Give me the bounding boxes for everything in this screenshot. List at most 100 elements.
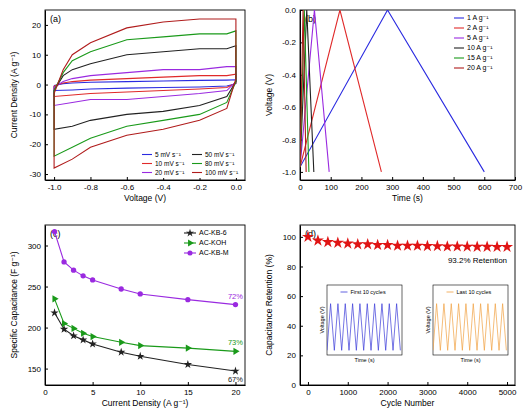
data-point (186, 345, 192, 352)
data-point (332, 236, 344, 247)
data-point (342, 237, 354, 248)
x-tick-label: 400 (417, 183, 431, 192)
x-tick-label: 0 (43, 388, 48, 397)
x-tick: 400 (417, 177, 431, 192)
legend: Last 10 cycles (447, 289, 492, 295)
y-tick: 20 (32, 21, 48, 30)
y-tick-mark (300, 326, 303, 327)
panel: -1.0-0.8-0.6-0.4-0.20.0-30-20-1001020Vol… (9, 10, 246, 203)
legend-label: 10 A g⁻¹ (467, 44, 493, 52)
data-point (52, 295, 58, 302)
x-tick: 1000 (339, 382, 357, 397)
data-point (372, 239, 384, 250)
plot-frame (300, 225, 515, 385)
y-tick: -0.8 (282, 136, 303, 145)
x-tick: 300 (386, 177, 400, 192)
series-line (54, 19, 236, 168)
x-tick-label: 700 (509, 183, 523, 192)
data-point (80, 273, 85, 278)
x-tick-label: -0.4 (157, 183, 171, 192)
legend-label: 1 A g⁻¹ (467, 14, 489, 22)
x-tick: 20 (232, 382, 241, 397)
legend-label: 20 mV s⁻¹ (155, 169, 185, 176)
x-tick-mark (54, 177, 55, 180)
plot-frame (45, 225, 245, 385)
y-tick-mark (45, 85, 48, 86)
x-tick: -1.0 (48, 177, 62, 192)
y-axis-title: Current Density (A g⁻¹) (9, 51, 19, 138)
x-tick-mark (331, 177, 332, 180)
data-point (71, 267, 76, 272)
data-point (431, 240, 443, 251)
x-tick: 500 (447, 177, 461, 192)
data-point (117, 348, 125, 356)
x-axis-line (46, 180, 246, 181)
data-point (352, 238, 364, 249)
x-tick-mark (467, 382, 468, 385)
data-point (138, 291, 143, 296)
x-tick-label: 100 (325, 183, 339, 192)
y-tick-label: 300 (28, 242, 42, 251)
x-tick-label: 5000 (499, 388, 517, 397)
legend-marker (186, 229, 194, 237)
y-tick-label: 200 (28, 324, 42, 333)
series-line (300, 10, 306, 172)
x-tick-mark (348, 382, 349, 385)
data-point (90, 277, 95, 282)
y-tick: 0 (292, 381, 303, 390)
x-tick-label: 600 (478, 183, 492, 192)
legend-swatch (341, 292, 348, 293)
x-tick: 600 (478, 177, 492, 192)
legend-swatch (192, 163, 202, 164)
x-tick-label: 300 (386, 183, 400, 192)
data-point (119, 286, 124, 291)
panel-label: (a) (50, 14, 61, 24)
y-tick-label: -10 (29, 110, 41, 119)
data-point (421, 240, 433, 251)
y-tick-mark (300, 296, 303, 297)
retention-label: 67% (228, 375, 243, 384)
legend-swatch (142, 154, 152, 155)
legend: AC-KB-6AC-KOHAC-KB-M (183, 227, 242, 259)
x-tick: 15 (184, 382, 193, 397)
data-point (233, 302, 238, 307)
y-tick-label: -1.0 (282, 168, 296, 177)
data-point (411, 239, 423, 250)
x-tick-mark (423, 177, 424, 180)
legend-label: Last 10 cycles (457, 289, 492, 295)
panel: 05101520150200250300Current Density (A g… (9, 225, 246, 408)
y-tick-mark (45, 328, 48, 329)
legend-label: 80 mV s⁻¹ (205, 160, 235, 167)
data-point (441, 240, 453, 251)
x-tick-mark (361, 177, 362, 180)
x-tick-label: 4000 (459, 388, 477, 397)
legend: 1 A g⁻¹2 A g⁻¹5 A g⁻¹10 A g⁻¹15 A g⁻¹20 … (453, 12, 512, 74)
y-tick: 150 (28, 365, 48, 374)
y-tick: 100 (283, 233, 303, 242)
legend-swatch (192, 154, 202, 155)
series-line (55, 232, 236, 305)
y-axis: -30-20-1001020 (29, 11, 48, 181)
y-tick: 20 (287, 351, 303, 360)
x-tick: 0.0 (231, 177, 243, 192)
legend-background (183, 227, 242, 259)
legend-marker (188, 240, 194, 247)
legend-background (141, 149, 242, 178)
x-tick: -0.6 (120, 177, 134, 192)
y-tick-label: -0.2 (282, 38, 296, 47)
panel-label: (c) (50, 229, 61, 239)
y-tick: 0 (37, 81, 48, 90)
x-axis-title: Current Density (A g⁻¹) (102, 398, 189, 408)
y-tick-label: 100 (283, 233, 297, 242)
y-axis: -1.0-0.8-0.6-0.4-0.20.0 (282, 6, 303, 180)
legend-label: 10 mV s⁻¹ (155, 160, 185, 167)
x-tick: 2000 (379, 382, 397, 397)
legend-label: 5 A g⁻¹ (467, 34, 489, 42)
x-tick: 100 (325, 177, 339, 192)
y-tick-mark (45, 287, 48, 288)
x-tick: 700 (509, 177, 523, 192)
x-tick-mark (90, 177, 91, 180)
x-tick-label: 20 (232, 388, 241, 397)
data-point (91, 333, 97, 340)
y-tick-label: -30 (29, 170, 41, 179)
